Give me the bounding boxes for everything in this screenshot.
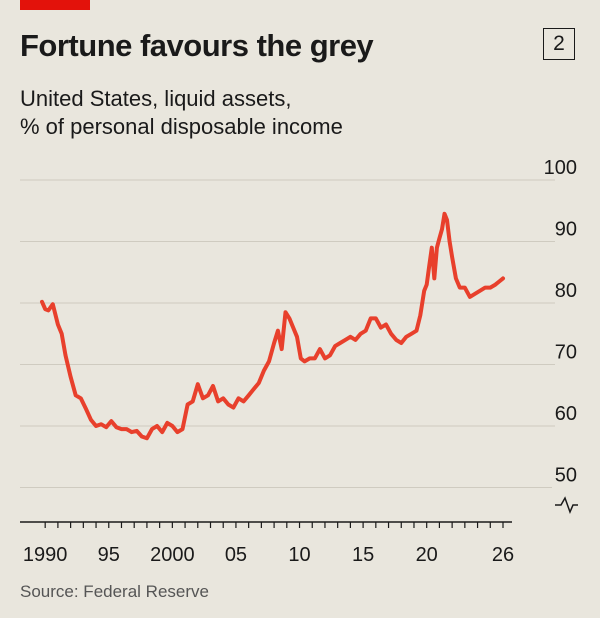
y-tick-90: 90 (555, 219, 577, 241)
subtitle-line-2: % of personal disposable income (20, 114, 343, 139)
x-tick-1990: 1990 (23, 544, 68, 566)
x-tick-2000: 2000 (150, 544, 195, 566)
y-tick-50: 50 (555, 465, 577, 487)
x-tick-10: 10 (288, 544, 310, 566)
x-tick-15: 15 (352, 544, 374, 566)
brand-tag (20, 0, 90, 10)
subtitle-line-1: United States, liquid assets, (20, 86, 292, 111)
y-tick-60: 60 (555, 403, 577, 425)
y-tick-80: 80 (555, 280, 577, 302)
gridlines (20, 179, 555, 488)
x-axis (20, 521, 512, 528)
x-tick-05: 05 (225, 544, 247, 566)
y-tick-70: 70 (555, 342, 577, 364)
axis-break-icon (555, 496, 578, 515)
chart-subtitle: United States, liquid assets, % of perso… (20, 85, 343, 141)
series-line (40, 211, 505, 441)
x-tick-95: 95 (98, 544, 120, 566)
y-tick-labels: 100 90 80 70 60 50 (544, 157, 577, 487)
y-tick-100: 100 (544, 157, 577, 179)
chart-title: Fortune favours the grey (20, 28, 374, 63)
x-tick-20: 20 (416, 544, 438, 566)
x-tick-26: 26 (492, 544, 514, 566)
x-tick-labels: 1990 95 2000 05 10 15 20 26 (23, 544, 514, 566)
chart-number-badge: 2 (543, 28, 575, 60)
source-note: Source: Federal Reserve (20, 582, 209, 601)
